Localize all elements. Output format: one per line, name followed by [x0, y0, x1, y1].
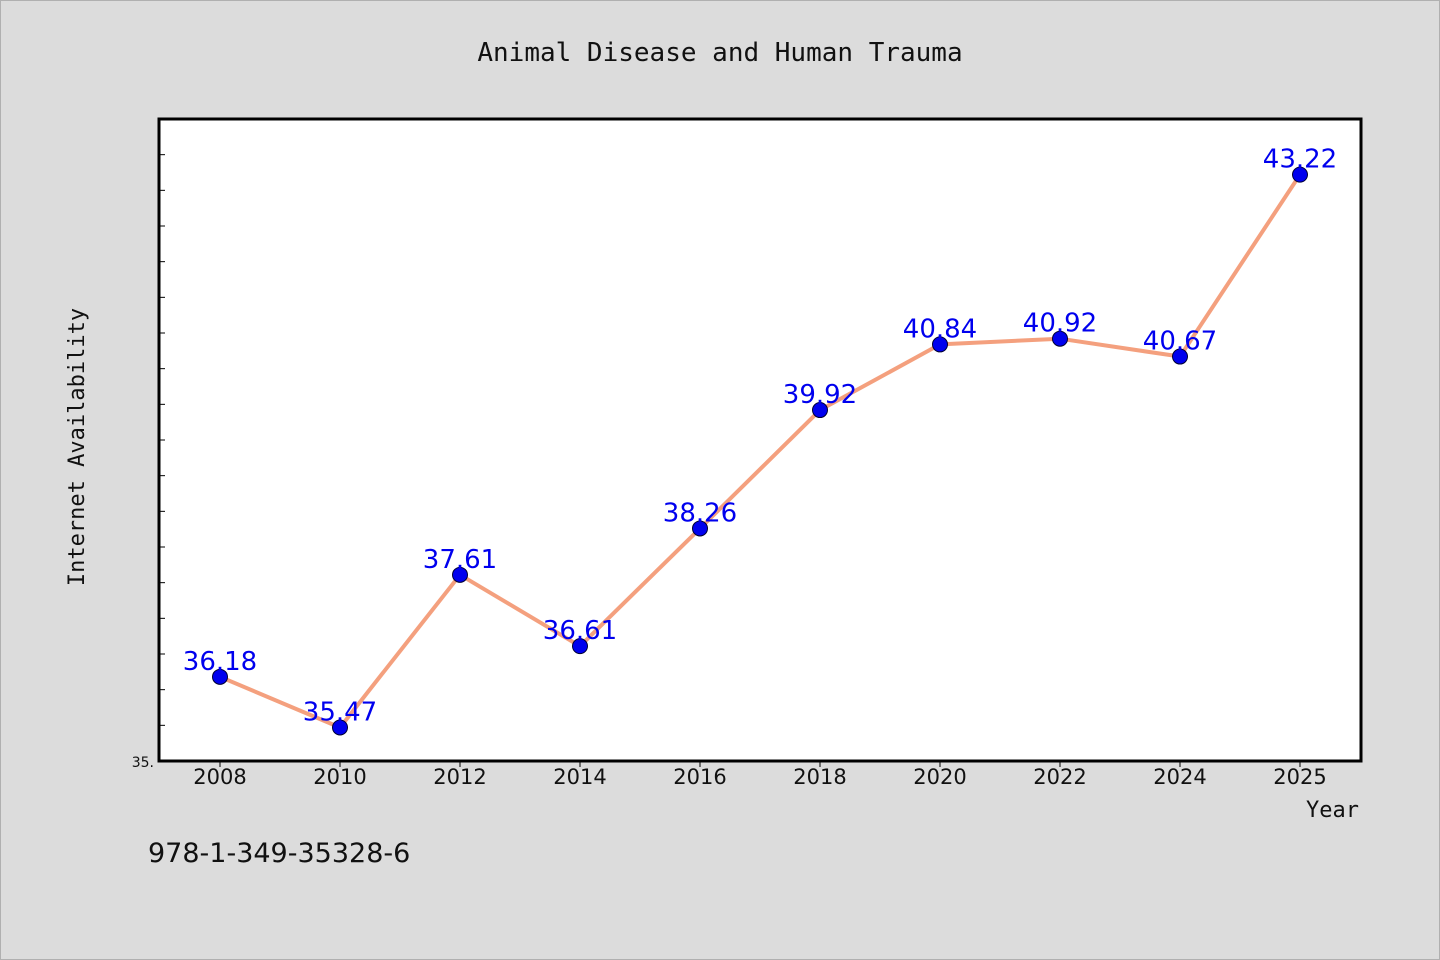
x-tick-label: 2016 [673, 765, 726, 789]
x-tick-label: 2024 [1153, 765, 1206, 789]
series-layer: 36.18 35.47 37.61 36.61 38.26 39.92 40.84 40.92… [183, 145, 1337, 736]
footer-code: 978-1-349-35328-6 [148, 838, 410, 869]
x-tick-label: 2022 [1033, 765, 1086, 789]
data-label: 36.61 [543, 616, 617, 646]
data-point [572, 638, 588, 655]
data-point [812, 402, 828, 419]
data-label: 36.18 [183, 647, 257, 677]
data-label: 35.47 [303, 697, 377, 727]
x-tick-label: 2014 [553, 765, 606, 789]
x-tick-label: 2020 [913, 765, 966, 789]
data-label: 40.92 [1023, 309, 1097, 339]
data-point [692, 520, 708, 537]
x-tick-label: 2012 [433, 765, 486, 789]
data-point [1172, 348, 1188, 365]
data-label: 43.22 [1263, 145, 1337, 175]
x-tick-label: 2008 [193, 765, 246, 789]
y-tick-label: 35. [132, 755, 154, 771]
data-point [932, 336, 948, 353]
data-point [452, 566, 468, 583]
data-label: 40.84 [903, 314, 977, 344]
data-label: 38.26 [663, 498, 737, 528]
y-axis-ticks [159, 154, 165, 726]
series-line [218, 172, 1302, 730]
x-tick-label: 2010 [313, 765, 366, 789]
data-point [212, 668, 228, 685]
chart-title: Animal Disease and Human Trauma [477, 38, 962, 68]
data-point [1052, 330, 1068, 347]
data-point [332, 719, 348, 736]
y-axis-label: Internet Availability [65, 308, 90, 586]
data-point [1292, 166, 1308, 183]
data-label: 39.92 [783, 380, 857, 410]
x-axis-ticks: 2008 2010 2012 2014 2016 2018 2020 2022 2024 2025 [193, 761, 1327, 789]
x-tick-label: 2018 [793, 765, 846, 789]
plot-area [157, 117, 1363, 763]
data-label: 37.61 [423, 545, 497, 575]
x-tick-label: 2025 [1273, 765, 1326, 789]
x-axis-label: Year [1306, 798, 1359, 823]
data-label: 40.67 [1143, 327, 1217, 357]
